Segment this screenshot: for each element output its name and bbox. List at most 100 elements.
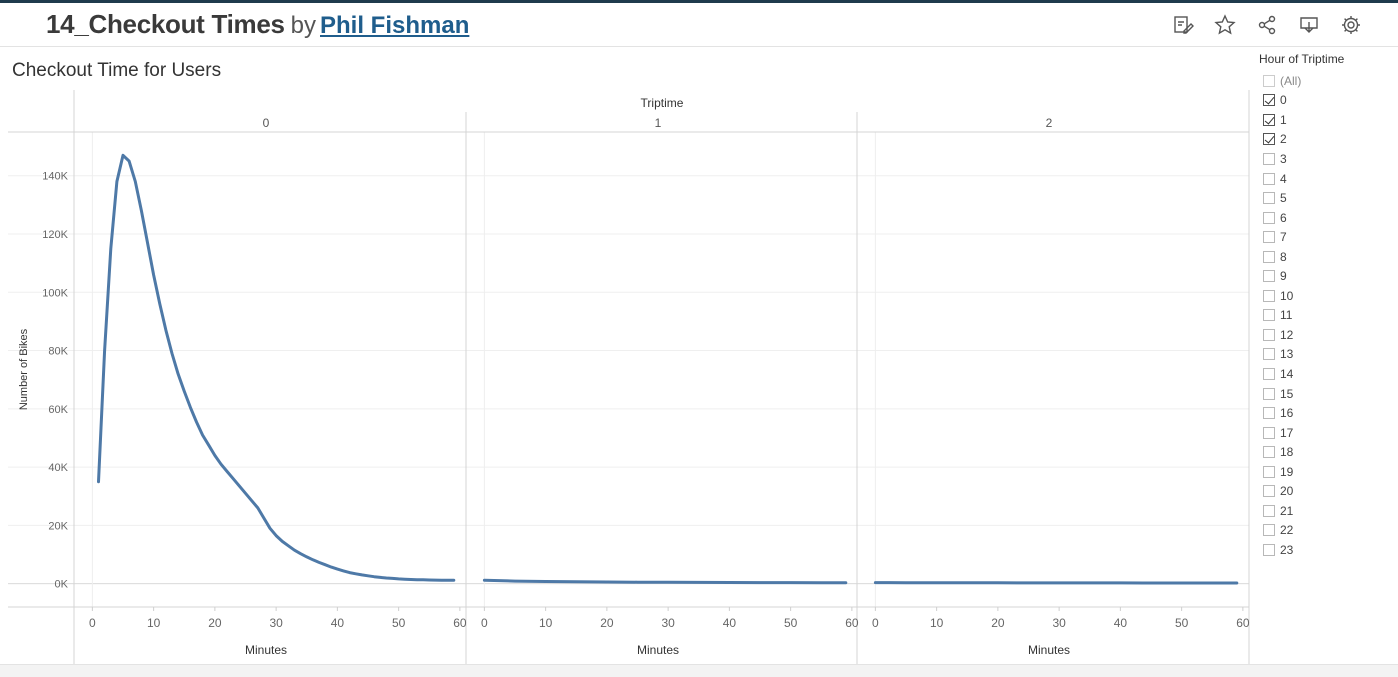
- hour-filter-item-16[interactable]: 16: [1259, 403, 1394, 423]
- checkbox-unchecked-icon[interactable]: [1263, 251, 1275, 263]
- hour-filter-item-6[interactable]: 6: [1259, 208, 1394, 228]
- hour-filter-item-all[interactable]: (All): [1259, 71, 1394, 91]
- hour-filter-item-21[interactable]: 21: [1259, 501, 1394, 521]
- settings-icon: [1340, 14, 1362, 36]
- hour-filter-item-1[interactable]: 1: [1259, 110, 1394, 130]
- x-tick-label: 0: [872, 616, 879, 630]
- x-tick-label: 10: [147, 616, 161, 630]
- hour-filter-item-8[interactable]: 8: [1259, 247, 1394, 267]
- hour-filter-item-label: 2: [1280, 132, 1287, 146]
- checkbox-unchecked-icon[interactable]: [1263, 485, 1275, 497]
- hour-filter-item-10[interactable]: 10: [1259, 286, 1394, 306]
- hour-filter-item-3[interactable]: 3: [1259, 149, 1394, 169]
- checkbox-unchecked-icon[interactable]: [1263, 524, 1275, 536]
- y-tick-label: 80K: [48, 346, 68, 358]
- hour-filter-item-19[interactable]: 19: [1259, 462, 1394, 482]
- y-tick-label: 100K: [42, 287, 68, 299]
- x-axis-title: Minutes: [1028, 643, 1070, 657]
- checkbox-unchecked-icon[interactable]: [1263, 446, 1275, 458]
- checkbox-unchecked-icon[interactable]: [1263, 75, 1275, 87]
- checkbox-checked-icon[interactable]: [1263, 94, 1275, 106]
- edit-icon: [1172, 14, 1194, 36]
- checkbox-unchecked-icon[interactable]: [1263, 153, 1275, 165]
- x-tick-label: 0: [481, 616, 488, 630]
- y-tick-label: 60K: [48, 404, 68, 416]
- x-tick-label: 40: [1114, 616, 1128, 630]
- edit-button[interactable]: [1170, 12, 1196, 38]
- checkbox-unchecked-icon[interactable]: [1263, 192, 1275, 204]
- checkbox-unchecked-icon[interactable]: [1263, 270, 1275, 282]
- hour-filter-item-5[interactable]: 5: [1259, 188, 1394, 208]
- hour-filter-item-23[interactable]: 23: [1259, 540, 1394, 560]
- x-tick-label: 50: [784, 616, 798, 630]
- hour-filter-item-7[interactable]: 7: [1259, 227, 1394, 247]
- checkbox-unchecked-icon[interactable]: [1263, 231, 1275, 243]
- checkbox-unchecked-icon[interactable]: [1263, 173, 1275, 185]
- hour-filter-item-label: 23: [1280, 543, 1293, 557]
- download-icon: [1298, 14, 1320, 36]
- checkbox-unchecked-icon[interactable]: [1263, 290, 1275, 302]
- checkbox-unchecked-icon[interactable]: [1263, 329, 1275, 341]
- hour-filter-item-label: 15: [1280, 387, 1293, 401]
- checkbox-unchecked-icon[interactable]: [1263, 388, 1275, 400]
- checkbox-checked-icon[interactable]: [1263, 114, 1275, 126]
- by-label: by: [291, 12, 316, 39]
- y-tick-label: 120K: [42, 229, 68, 241]
- hour-filter-item-17[interactable]: 17: [1259, 423, 1394, 443]
- download-button[interactable]: [1296, 12, 1322, 38]
- x-tick-label: 10: [539, 616, 553, 630]
- hour-filter-item-12[interactable]: 12: [1259, 325, 1394, 345]
- hour-filter-item-label: 10: [1280, 289, 1293, 303]
- hour-filter-item-9[interactable]: 9: [1259, 266, 1394, 286]
- bottom-toolbar: [0, 664, 1398, 677]
- hour-filter-item-14[interactable]: 14: [1259, 364, 1394, 384]
- checkbox-unchecked-icon[interactable]: [1263, 466, 1275, 478]
- checkbox-unchecked-icon[interactable]: [1263, 407, 1275, 419]
- x-tick-label: 30: [269, 616, 283, 630]
- hour-filter-item-0[interactable]: 0: [1259, 91, 1394, 111]
- hour-filter-item-15[interactable]: 15: [1259, 384, 1394, 404]
- hour-filter-item-4[interactable]: 4: [1259, 169, 1394, 189]
- hour-filter-item-label: 8: [1280, 250, 1287, 264]
- x-tick-label: 20: [208, 616, 222, 630]
- x-tick-label: 60: [845, 616, 859, 630]
- x-tick-label: 50: [1175, 616, 1189, 630]
- x-tick-label: 60: [1236, 616, 1250, 630]
- facet-title: Triptime: [641, 96, 684, 110]
- hour-filter-item-20[interactable]: 20: [1259, 481, 1394, 501]
- author-link[interactable]: Phil Fishman: [320, 12, 469, 39]
- hour-filter-item-label: 16: [1280, 406, 1293, 420]
- panel-label: 2: [1046, 116, 1053, 130]
- checkbox-unchecked-icon[interactable]: [1263, 368, 1275, 380]
- hour-filter-item-22[interactable]: 22: [1259, 521, 1394, 541]
- checkbox-unchecked-icon[interactable]: [1263, 348, 1275, 360]
- x-tick-label: 0: [89, 616, 96, 630]
- hour-filter-item-label: 12: [1280, 328, 1293, 342]
- checkbox-unchecked-icon[interactable]: [1263, 505, 1275, 517]
- y-tick-label: 0K: [55, 579, 69, 591]
- panel-label: 0: [263, 116, 270, 130]
- settings-button[interactable]: [1338, 12, 1364, 38]
- workbook-title: 14_Checkout Times: [46, 9, 285, 39]
- hour-filter-item-13[interactable]: 13: [1259, 345, 1394, 365]
- share-icon: [1256, 14, 1278, 36]
- checkbox-unchecked-icon[interactable]: [1263, 427, 1275, 439]
- checkbox-unchecked-icon[interactable]: [1263, 309, 1275, 321]
- hour-filter-item-label: 5: [1280, 191, 1287, 205]
- x-tick-label: 20: [991, 616, 1005, 630]
- share-button[interactable]: [1254, 12, 1280, 38]
- hour-filter-item-11[interactable]: 11: [1259, 306, 1394, 326]
- x-axis-title: Minutes: [637, 643, 679, 657]
- checkbox-checked-icon[interactable]: [1263, 133, 1275, 145]
- checkbox-unchecked-icon[interactable]: [1263, 544, 1275, 556]
- favorite-button[interactable]: [1212, 12, 1238, 38]
- checkbox-unchecked-icon[interactable]: [1263, 212, 1275, 224]
- hour-filter-item-2[interactable]: 2: [1259, 130, 1394, 150]
- star-icon: [1214, 14, 1236, 36]
- y-axis-title: Number of Bikes: [18, 328, 30, 410]
- hour-filter-title: Hour of Triptime: [1259, 52, 1394, 66]
- hour-filter-item-18[interactable]: 18: [1259, 442, 1394, 462]
- sheet-title: Checkout Time for Users: [12, 60, 221, 82]
- hour-filter-item-label: 22: [1280, 523, 1293, 537]
